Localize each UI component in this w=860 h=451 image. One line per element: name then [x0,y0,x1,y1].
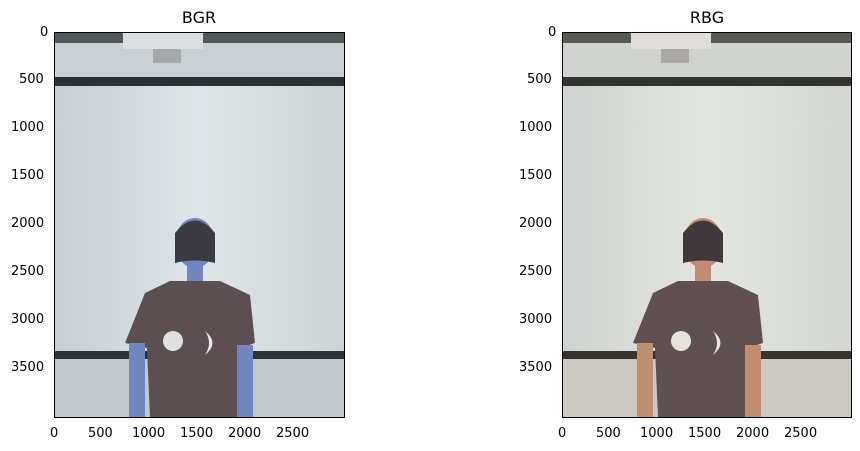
x-tick: 1000 [132,426,166,441]
y-tick: 2500 [11,264,45,279]
axes-rbg [562,32,852,418]
y-tick: 3000 [519,312,553,327]
y-tick: 3000 [11,312,45,327]
y-tick: 1000 [519,120,553,135]
y-tick: 2000 [519,216,553,231]
y-tick: 3500 [11,360,45,375]
x-tick: 500 [88,426,113,441]
y-tick: 500 [19,72,44,87]
y-tick: 500 [527,72,552,87]
x-tick: 2500 [784,426,818,441]
bgr-photo-icon [55,33,344,417]
x-tick: 2500 [276,426,310,441]
x-tick: 2000 [736,426,770,441]
x-tick: 1000 [640,426,674,441]
x-tick: 1500 [688,426,722,441]
y-tick: 3500 [519,360,553,375]
y-tick: 1500 [519,168,553,183]
panel-title-rbg: RBG [689,8,725,27]
y-tick: 1500 [11,168,45,183]
x-tick: 500 [596,426,621,441]
y-tick: 2000 [11,216,45,231]
y-tick: 0 [40,25,49,40]
y-tick: 1000 [11,120,45,135]
x-tick: 0 [50,426,59,441]
rgb-photo-icon [563,33,851,417]
x-tick: 0 [558,426,567,441]
x-tick: 1500 [180,426,214,441]
x-tick: 2000 [228,426,262,441]
panel-title-bgr: BGR [181,8,217,27]
y-tick: 0 [548,25,557,40]
y-tick: 2500 [519,264,553,279]
axes-bgr [54,32,345,418]
